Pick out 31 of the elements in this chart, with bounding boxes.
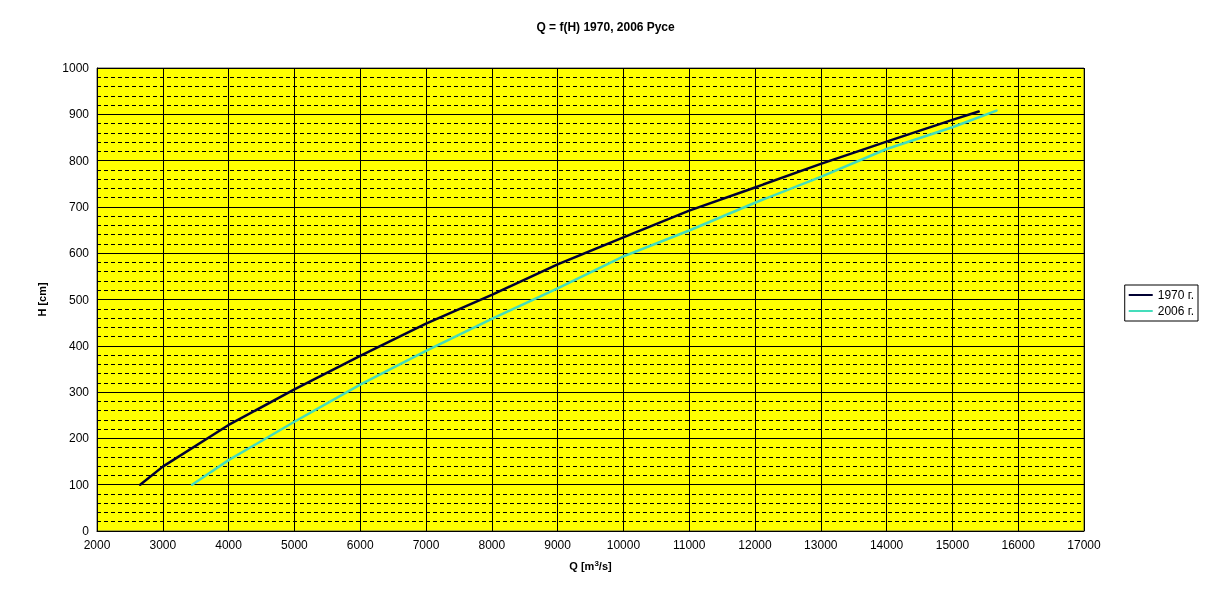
y-tick-label: 0 (82, 524, 90, 538)
x-tick-label: 4000 (215, 538, 243, 552)
y-tick-label: 200 (68, 431, 90, 446)
y-tick-label: 100 (68, 477, 90, 492)
chart-title: Q = f(H) 1970, 2006 Русе (536, 20, 675, 34)
y-axis-title: H [cm] (35, 282, 48, 317)
x-tick-label: 5000 (281, 538, 309, 552)
x-tick-label: 2000 (83, 538, 111, 552)
x-tick-label: 14000 (869, 538, 904, 552)
y-tick-label: 1000 (62, 61, 90, 75)
y-tick-label: 700 (68, 199, 90, 214)
x-tick-label: 15000 (935, 538, 970, 552)
x-tick-label: 10000 (606, 538, 641, 552)
y-tick-label: 400 (68, 338, 90, 353)
y-tick-label: 600 (68, 246, 90, 261)
y-tick-label: 800 (68, 153, 90, 168)
y-tick-label: 900 (68, 107, 90, 122)
legend-label: 1970 г. (1157, 288, 1195, 302)
y-tick-label: 300 (68, 385, 90, 400)
x-tick-label: 16000 (1001, 538, 1036, 552)
x-tick-label: 13000 (804, 538, 838, 552)
legend-label: 2006 г. (1157, 304, 1195, 318)
x-tick-label: 8000 (478, 538, 506, 552)
x-tick-label: 6000 (346, 538, 374, 552)
x-tick-label: 9000 (544, 538, 572, 552)
x-tick-label: 11000 (672, 538, 706, 552)
y-tick-label: 500 (68, 292, 90, 307)
x-tick-label: 17000 (1067, 538, 1102, 552)
x-tick-label: 12000 (738, 538, 773, 552)
x-tick-label: 3000 (149, 538, 177, 552)
x-tick-label: 7000 (412, 538, 440, 552)
